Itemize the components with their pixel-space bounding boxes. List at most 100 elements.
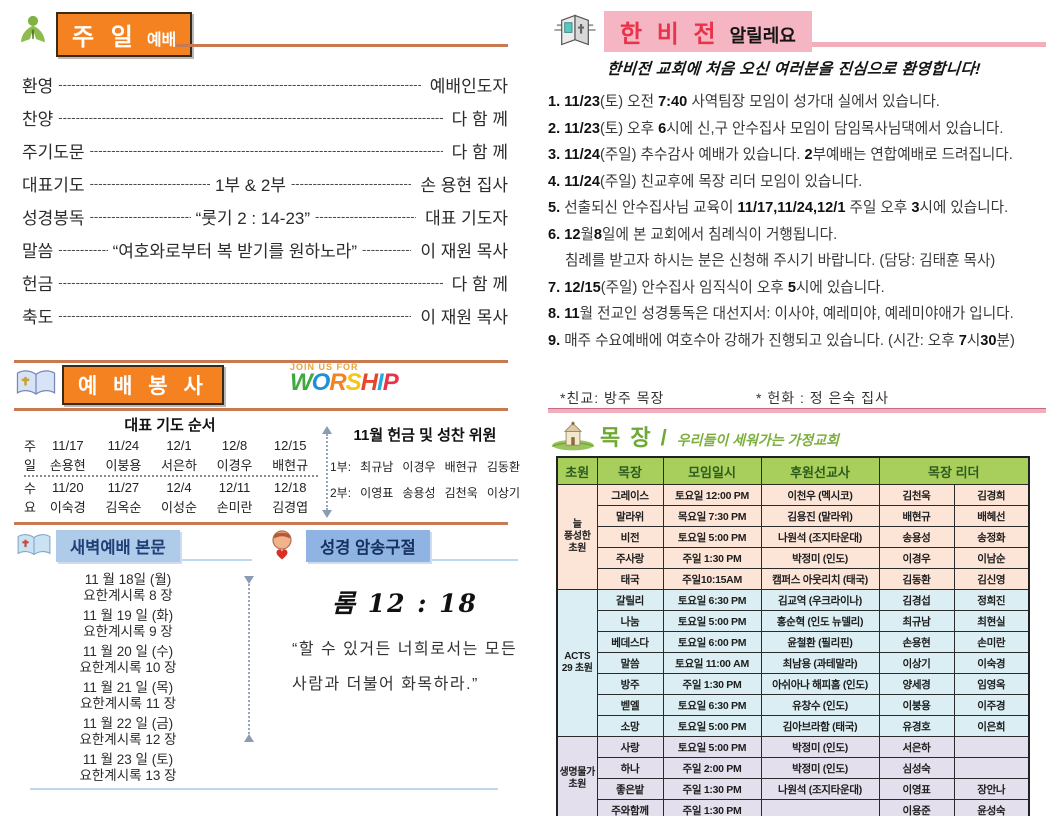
meeting-time: 토요일 5:00 PM: [662, 526, 762, 548]
leader-2: 김경희: [953, 484, 1030, 506]
mokjang-row: ACTS 29 초원 갈릴리 토요일 6:30 PM 김교역 (우크라이나) 김경섭 정희…: [556, 589, 1030, 737]
mokjang-title: 목 장: [600, 425, 653, 450]
prayer-name: 배현규: [272, 458, 309, 473]
prayer-wednesday-names-row: 요 이숙경 김옥순 이성순 손미란 김경엽: [24, 497, 318, 516]
committee-row-2: 2부: 이영표 송용성 김천욱 이상기: [330, 484, 520, 501]
announcement-item: 8. 11월 전교인 성경통독은 대선지서: 이사야, 예레미야, 예레미야애가…: [548, 306, 1014, 322]
mokjang-table: 초원 목장 모임일시 후원선교사 목장 리더 늘 풍성한 초원 그레이스 토요일 1…: [556, 456, 1031, 816]
section-divider-line: [14, 522, 508, 525]
section-divider-line: [14, 360, 508, 363]
dawn-worship-entry: 11 월 23 일 (토) 요한계시록 13 장: [30, 752, 226, 784]
mokjang-row: 늘 풍성한 초원 그레이스 토요일 12:00 PM 이천우 (멕시코) 김천욱 김경희: [556, 484, 1030, 590]
fellowship-note: *친교: 방주 목장: [560, 390, 665, 406]
mokjang-row: 베데스다 토요일 6:00 PM 윤철환 (필리핀) 손용현 손미란: [557, 631, 1030, 653]
prayer-date: 12/8: [221, 438, 248, 453]
leader-1: 손용현: [878, 631, 955, 653]
missionary: 나원석 (조지타운대): [760, 526, 880, 548]
worship-service-header: 예 배 봉 사: [62, 365, 224, 405]
worship-logo-letter: H: [360, 369, 378, 396]
prayer-sunday-dates-row: 주 11/17 11/24 12/1 12/8 12/15: [24, 436, 318, 455]
prayer-date: 11/27: [107, 480, 140, 495]
dash-leader: ----------------------------------------…: [89, 176, 210, 191]
committee-name: 이경우: [402, 460, 436, 474]
mokjang-name: 말씀: [596, 652, 664, 674]
memory-verse-line: 사람과 더불어 화목하라.”: [292, 676, 479, 693]
memory-verse-title: 성경 암송구절: [320, 539, 416, 557]
meeting-time: 토요일 5:00 PM: [662, 610, 762, 632]
mokjang-row: 벧엘 토요일 6:30 PM 유창수 (인도) 이붕용 이주경: [557, 694, 1030, 716]
leader-2: 이숙경: [953, 652, 1030, 674]
dawn-worship-entry: 11 월 18일 (월) 요한계시록 8 장: [30, 572, 226, 604]
sunday-worship-header: 주 일 예배: [56, 12, 193, 57]
dash-leader: ----------------------------------------…: [58, 77, 421, 92]
dash-leader: ----------------------------------------…: [58, 275, 442, 290]
missionary: 박정미 (인도): [760, 757, 880, 779]
worship-order-row: 말씀 --------------------------------------…: [22, 233, 508, 266]
mokjang-header: 목 장 / 우리들이 세워가는 가정교회: [600, 420, 839, 452]
dawn-worship-entry: 11 월 19 일 (화) 요한계시록 9 장: [30, 608, 226, 640]
row-label: 수: [24, 481, 36, 496]
leader-1: 유경호: [878, 715, 955, 737]
missionary: 캠퍼스 아웃리치 (태국): [760, 568, 880, 590]
worship-order-label: 성경봉독: [22, 209, 85, 228]
leader-1: 이용준: [878, 799, 955, 816]
missionary: [760, 799, 880, 816]
mokjang-name: 말라위: [596, 505, 664, 527]
worship-order-label: 축도: [22, 308, 54, 327]
mokjang-name: 나눔: [596, 610, 664, 632]
sunday-worship-subtitle: 예배: [146, 32, 177, 49]
announcements-title: 한 비 전: [620, 21, 720, 48]
prayer-date: 12/4: [166, 480, 192, 495]
dash-leader: ----------------------------------------…: [89, 143, 443, 158]
worship-logo-letter: S: [345, 369, 362, 396]
worship-logo-tagline: JOIN US FOR: [290, 362, 359, 372]
col-header-missionary: 후원선교사: [760, 456, 880, 485]
leader-2: 송정화: [953, 526, 1030, 548]
committee-name: 이상기: [486, 486, 520, 500]
dawn-worship-header: 새벽예배 본문: [56, 530, 180, 562]
meeting-time: 주일 2:00 PM: [662, 757, 762, 779]
worship-order-detail: 1부 & 2부: [214, 176, 286, 195]
dash-leader: ----------------------------------------…: [89, 209, 191, 224]
dawn-worship-entry: 11 월 21 일 (목) 요한계시록 11 장: [30, 680, 226, 712]
worship-order-assignee: 다 함 께: [451, 143, 508, 162]
leader-2: 임영옥: [953, 673, 1030, 695]
prayer-name: 이붕용: [105, 458, 142, 473]
leader-1: 서은하: [878, 736, 955, 758]
mokjang-name: 갈릴리: [596, 589, 664, 611]
mokjang-name: 소망: [596, 715, 664, 737]
dawn-passage: 요한계시록 8 장: [83, 588, 173, 603]
worship-order-row: 성경봉독 ------------------------------------…: [22, 200, 508, 233]
prayer-name: 손미란: [216, 500, 253, 515]
announcements-header: 한 비 전 알릴레요: [604, 11, 812, 52]
dawn-date: 11 월 21 일 (목): [82, 680, 174, 695]
row-label: 주: [24, 439, 36, 454]
prayer-name: 손용현: [49, 458, 86, 473]
meeting-time: 주일 1:30 PM: [662, 547, 762, 569]
mokjang-table-header-row: 초원 목장 모임일시 후원선교사 목장 리더: [556, 456, 1030, 485]
pasture-group-name: ACTS 29 초원: [556, 589, 598, 737]
mokjang-name: 하나: [596, 757, 664, 779]
announcements-list: 1. 11/23(토) 오전 7:40 사역팀장 모임이 성가대 실에서 있습니…: [548, 90, 1048, 355]
leader-1: 심성숙: [878, 757, 955, 779]
worship-order-label: 헌금: [22, 275, 54, 294]
announcement-item: 5. 선출되신 안수집사님 교육이 11/17,11/24,12/1 주일 오후…: [548, 200, 1009, 216]
prayer-wednesday-dates-row: 수 11/20 11/27 12/4 12/11 12/18: [24, 478, 318, 497]
worship-order-label: 찬양: [22, 110, 54, 129]
praying-person-icon: [21, 15, 45, 43]
welcome-message: 한비전 교회에 처음 오신 여러분을 진심으로 환영합니다!: [606, 61, 982, 78]
leader-1: 김천욱: [878, 484, 955, 506]
announcement-item: 3. 11/24(주일) 추수감사 예배가 있습니다. 2부예배는 연합예배로 …: [548, 147, 1013, 163]
mokjang-row: 하나 주일 2:00 PM 박정미 (인도) 심성숙: [557, 757, 1030, 779]
mokjang-row: 생명물가 초원 사랑 토요일 5:00 PM 박정미 (인도) 서은하: [556, 736, 1030, 816]
leader-1: 이붕용: [878, 694, 955, 716]
leader-1: 양세경: [878, 673, 955, 695]
mokjang-name: 주와함께: [596, 799, 664, 816]
worship-order-row: 환영 --------------------------------------…: [22, 68, 508, 101]
dawn-passage: 요한계시록 12 장: [79, 732, 177, 747]
dawn-passage: 요한계시록 11 장: [79, 696, 177, 711]
leader-2: 배혜선: [953, 505, 1030, 527]
mokjang-name: 좋은밭: [596, 778, 664, 800]
vertical-dotted-divider: [244, 576, 254, 742]
announcement-item: 침례를 받고자 하시는 분은 신청해 주시기 바랍니다. (담당: 김태훈 목사…: [565, 253, 996, 269]
